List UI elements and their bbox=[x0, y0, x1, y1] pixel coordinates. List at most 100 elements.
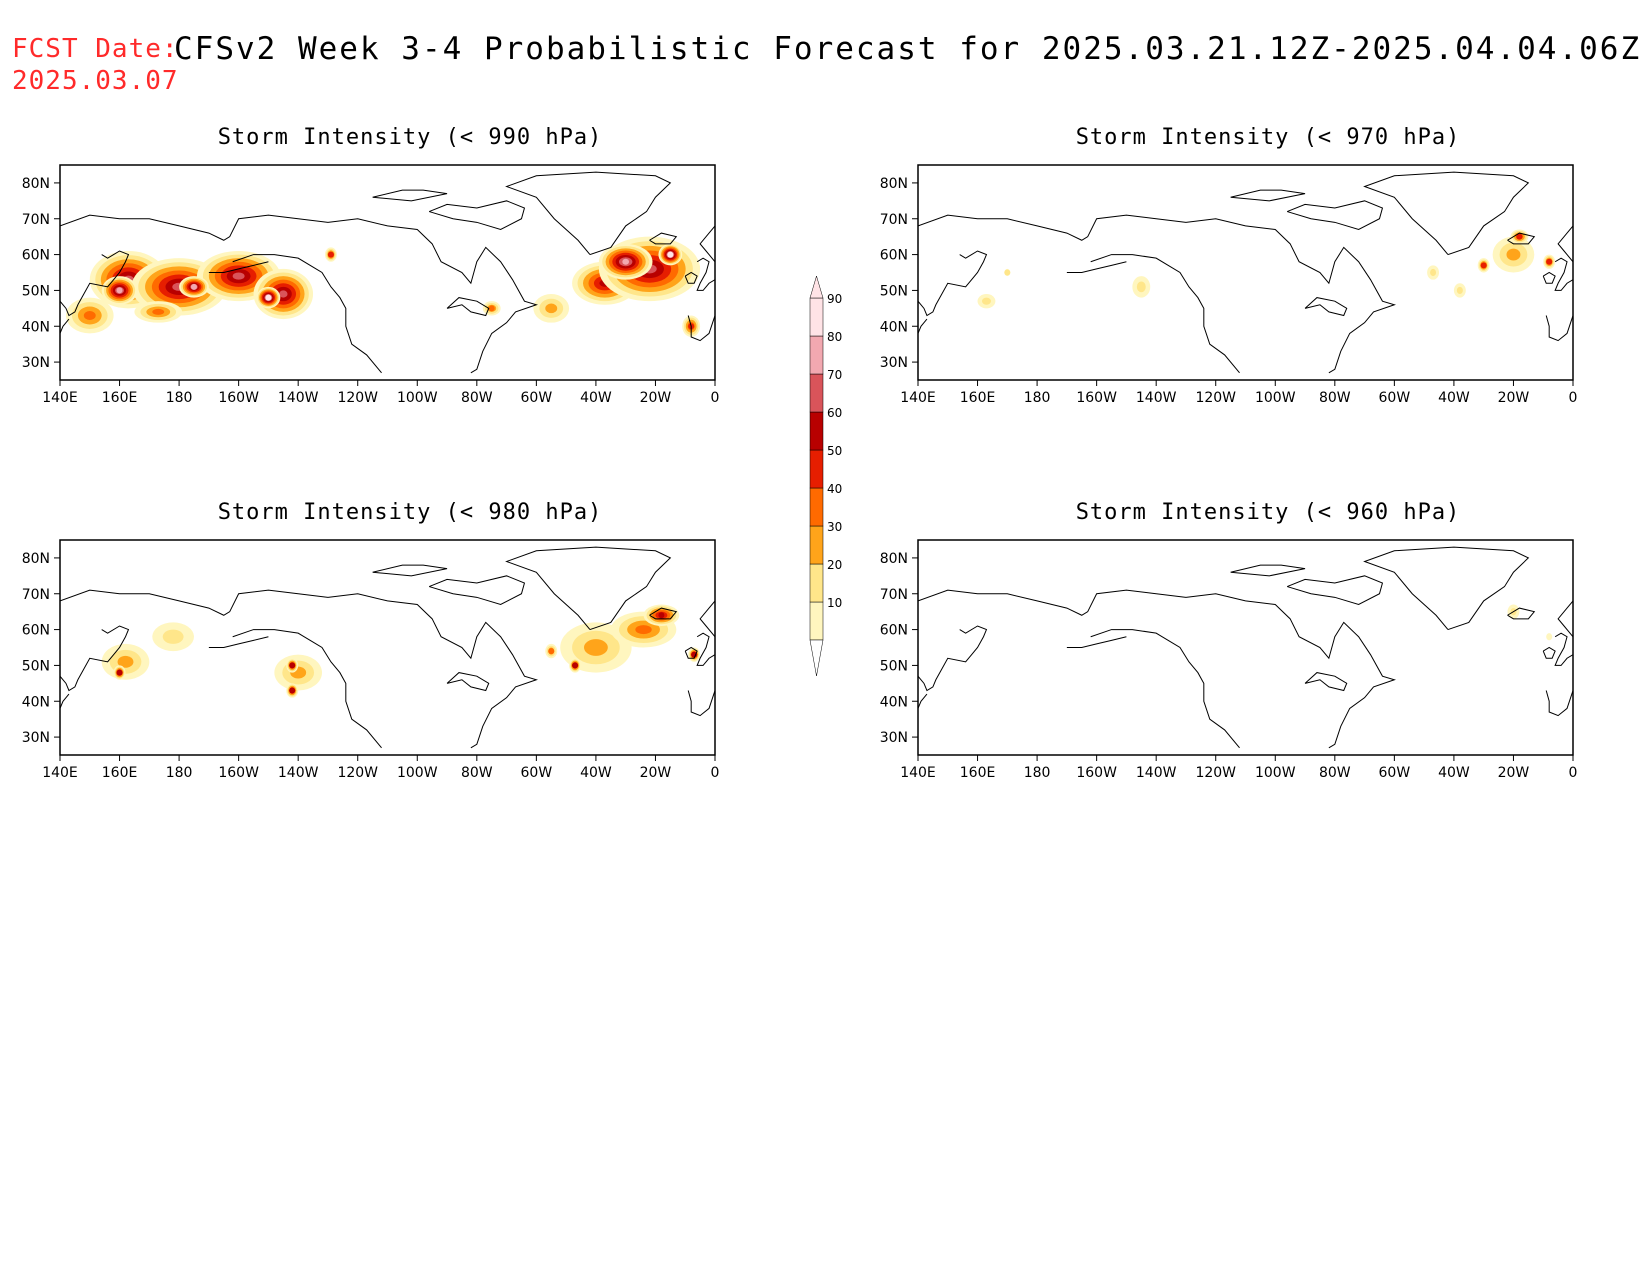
probability-contour bbox=[488, 305, 495, 312]
lon-tick-label: 160E bbox=[102, 765, 138, 781]
lat-tick-label: 60N bbox=[22, 623, 50, 639]
lon-tick-label: 100W bbox=[397, 765, 438, 781]
colorbar-swatch bbox=[809, 297, 824, 337]
probability-contour bbox=[327, 251, 334, 258]
coastline bbox=[1090, 629, 1240, 749]
probability-contour bbox=[584, 639, 608, 656]
coastline-layer bbox=[918, 171, 1573, 374]
coastline bbox=[232, 254, 382, 374]
panel-title: Storm Intensity (< 980 hPa) bbox=[217, 500, 603, 525]
lon-tick-label: 40W bbox=[580, 765, 612, 781]
lat-tick-label: 80N bbox=[880, 551, 908, 567]
lon-tick-label: 80W bbox=[461, 765, 493, 781]
lon-tick-label: 140E bbox=[900, 390, 936, 406]
lon-tick-label: 0 bbox=[711, 765, 720, 781]
coastline bbox=[60, 318, 70, 334]
probability-contour bbox=[232, 272, 245, 280]
coastline bbox=[1230, 564, 1306, 577]
colorbar-bottom-arrow bbox=[809, 639, 824, 677]
lat-tick-label: 50N bbox=[880, 283, 908, 299]
probability-contour bbox=[1506, 248, 1521, 261]
lon-tick-label: 20W bbox=[640, 765, 672, 781]
probability-contour bbox=[667, 251, 674, 258]
lon-tick-label: 160E bbox=[960, 765, 996, 781]
coastline bbox=[505, 171, 672, 256]
lat-tick-label: 50N bbox=[22, 283, 50, 299]
coastline bbox=[699, 600, 715, 638]
colorbar-swatch bbox=[809, 601, 824, 641]
lon-tick-label: 120W bbox=[337, 765, 378, 781]
lon-tick-label: 20W bbox=[1498, 765, 1530, 781]
coastline bbox=[1542, 646, 1556, 659]
lon-tick-label: 140W bbox=[278, 765, 319, 781]
probability-contour bbox=[117, 655, 134, 668]
lon-tick-label: 40W bbox=[1438, 390, 1470, 406]
coastline bbox=[1304, 672, 1348, 692]
lat-tick-label: 70N bbox=[880, 212, 908, 228]
lon-tick-label: 60W bbox=[1379, 765, 1411, 781]
coastline bbox=[1554, 257, 1573, 291]
colorbar-label: 30 bbox=[827, 520, 842, 534]
colorbar-label: 40 bbox=[827, 482, 842, 496]
forecast-date-label: FCST Date: bbox=[12, 34, 179, 64]
lat-tick-label: 40N bbox=[880, 319, 908, 335]
colorbar-swatch bbox=[809, 449, 824, 489]
lon-tick-label: 160W bbox=[218, 765, 259, 781]
coastline bbox=[372, 189, 448, 202]
lon-tick-label: 40W bbox=[1438, 765, 1470, 781]
lon-tick-label: 160E bbox=[102, 390, 138, 406]
panel-title: Storm Intensity (< 990 hPa) bbox=[217, 125, 603, 150]
page-title: CFSv2 Week 3-4 Probabilistic Forecast fo… bbox=[174, 31, 1642, 67]
coastline bbox=[1507, 232, 1536, 245]
probability-contour bbox=[289, 662, 296, 669]
colorbar-swatch bbox=[809, 563, 824, 603]
coastline bbox=[699, 225, 715, 263]
coastline-layer bbox=[918, 546, 1573, 749]
lat-tick-label: 40N bbox=[880, 694, 908, 710]
colorbar-label: 80 bbox=[827, 330, 842, 344]
coastline bbox=[60, 693, 70, 709]
map-panel-980: Storm Intensity (< 980 hPa) 140E 160E 180 1… bbox=[0, 500, 790, 840]
probability-contour bbox=[1136, 281, 1146, 293]
shading-layer bbox=[1507, 604, 1553, 641]
coastline bbox=[696, 257, 715, 291]
probability-contour bbox=[635, 625, 652, 635]
lat-tick-label: 50N bbox=[22, 658, 50, 674]
colorbar-label: 20 bbox=[827, 558, 842, 572]
probability-contour bbox=[116, 287, 123, 294]
lon-tick-label: 60W bbox=[521, 765, 553, 781]
coastline bbox=[428, 575, 526, 606]
coastline bbox=[1363, 171, 1530, 256]
coastline bbox=[649, 607, 678, 620]
lon-tick-label: 140W bbox=[1136, 765, 1177, 781]
lon-tick-label: 100W bbox=[397, 390, 438, 406]
probability-contour bbox=[982, 297, 991, 305]
map-panel-960: Storm Intensity (< 960 hPa) 140E 160E 180 1… bbox=[858, 500, 1648, 840]
probability-contour bbox=[545, 303, 558, 314]
coastline bbox=[684, 646, 698, 659]
coastline bbox=[60, 250, 130, 317]
lon-tick-label: 0 bbox=[711, 390, 720, 406]
coastline bbox=[60, 589, 538, 749]
lat-tick-label: 40N bbox=[22, 694, 50, 710]
lon-tick-label: 60W bbox=[521, 390, 553, 406]
colorbar-legend: 10 20 30 40 50 60 70 80 90 bbox=[809, 275, 842, 677]
colorbar-label: 90 bbox=[827, 292, 842, 306]
lat-tick-label: 60N bbox=[880, 623, 908, 639]
probability-contour bbox=[1546, 633, 1553, 641]
coastline bbox=[1545, 315, 1573, 342]
shading-layer bbox=[65, 236, 701, 337]
coastline bbox=[684, 271, 698, 284]
lon-tick-label: 160W bbox=[1076, 765, 1117, 781]
colorbar-swatch bbox=[809, 373, 824, 413]
colorbar-swatch bbox=[809, 487, 824, 527]
coastline bbox=[505, 546, 672, 631]
probability-contour bbox=[162, 629, 184, 644]
lon-tick-label: 80W bbox=[1319, 390, 1351, 406]
lon-tick-label: 100W bbox=[1255, 390, 1296, 406]
coastline-layer bbox=[60, 171, 715, 374]
coastline bbox=[60, 625, 130, 692]
probability-map: 140E 160E 180 160W 140W 120W 100W 80W 60W 40W 20W 0… bbox=[880, 539, 1577, 781]
coastline bbox=[918, 318, 928, 334]
map-frame bbox=[917, 539, 1574, 756]
